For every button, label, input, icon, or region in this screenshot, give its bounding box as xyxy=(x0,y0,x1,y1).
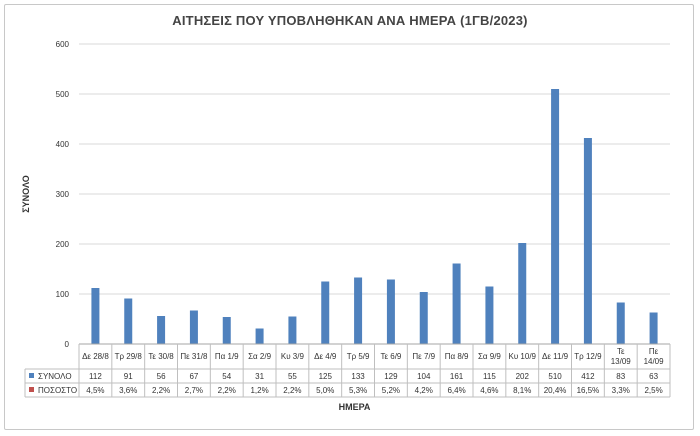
data-label: 5,3% xyxy=(349,386,367,395)
legend-swatch xyxy=(29,373,34,378)
data-label: 2,2% xyxy=(283,386,301,395)
data-label: 112 xyxy=(89,372,102,381)
x-tick-label: Δε 11/9 xyxy=(542,352,569,361)
y-tick-label: 600 xyxy=(56,40,70,49)
x-tick-label: Πα 8/9 xyxy=(445,352,469,361)
data-label: 63 xyxy=(649,372,658,381)
data-label: 115 xyxy=(483,372,496,381)
x-tick-label: Κυ 10/9 xyxy=(508,352,536,361)
x-tick-label: Τρ 5/9 xyxy=(347,352,370,361)
bar xyxy=(288,316,297,344)
x-tick-label: Κυ 3/9 xyxy=(281,352,305,361)
x-axis-label: ΗΜΕΡΑ xyxy=(339,402,371,412)
chart-frame xyxy=(4,4,694,430)
data-label: 67 xyxy=(189,372,198,381)
data-label: 6,4% xyxy=(447,386,465,395)
bar xyxy=(419,292,428,344)
data-label: 161 xyxy=(450,372,464,381)
data-label: 8,1% xyxy=(513,386,531,395)
legend-swatch xyxy=(29,387,34,392)
data-label: 4,2% xyxy=(415,386,433,395)
bar xyxy=(518,243,527,344)
bar xyxy=(485,286,494,344)
bar xyxy=(616,302,625,344)
bar xyxy=(321,281,330,344)
x-tick-label: Πε 7/9 xyxy=(412,352,435,361)
data-label: 3,6% xyxy=(119,386,137,395)
data-label: 202 xyxy=(516,372,530,381)
bar xyxy=(583,138,592,344)
x-tick-label: Τε 30/8 xyxy=(148,352,174,361)
x-tick-label: Τρ 12/9 xyxy=(574,352,602,361)
data-label: 104 xyxy=(417,372,431,381)
legend-label: ΠΟΣΟΣΤΟ xyxy=(38,386,77,395)
bar xyxy=(452,263,461,344)
data-label: 2,2% xyxy=(152,386,170,395)
chart-title: ΑΙΤΗΣΕΙΣ ΠΟΥ ΥΠΟΒΛΗΘΗΚΑΝ ΑΝΑ ΗΜΕΡΑ (1ΓΒ/… xyxy=(172,13,528,28)
x-tick-label: Πε xyxy=(649,347,659,356)
y-tick-label: 500 xyxy=(56,90,70,99)
bar xyxy=(157,316,166,344)
x-tick-label: Τρ 29/8 xyxy=(115,352,143,361)
x-tick-label: Σα 9/9 xyxy=(478,352,501,361)
data-label: 5,0% xyxy=(316,386,334,395)
data-label: 1,2% xyxy=(250,386,268,395)
data-label: 31 xyxy=(255,372,264,381)
data-label: 510 xyxy=(548,372,562,381)
data-label: 91 xyxy=(124,372,133,381)
x-tick-label: Πα 1/9 xyxy=(215,352,239,361)
data-label: 56 xyxy=(157,372,166,381)
data-label: 125 xyxy=(319,372,333,381)
x-tick-label: 14/09 xyxy=(644,357,665,366)
bar xyxy=(222,317,231,344)
y-tick-label: 400 xyxy=(56,140,70,149)
data-label: 16,5% xyxy=(577,386,600,395)
data-label: 4,6% xyxy=(480,386,498,395)
data-label: 4,5% xyxy=(86,386,104,395)
bar xyxy=(354,277,363,344)
bar xyxy=(255,328,264,344)
bar xyxy=(189,310,198,344)
data-label: 55 xyxy=(288,372,297,381)
x-tick-label: Δε 4/9 xyxy=(314,352,337,361)
data-label: 2,2% xyxy=(218,386,236,395)
x-tick-label: 13/09 xyxy=(611,357,632,366)
bar xyxy=(91,288,100,344)
bar xyxy=(649,312,658,344)
data-label: 5,2% xyxy=(382,386,400,395)
x-tick-label: Δε 28/8 xyxy=(82,352,109,361)
x-tick-label: Σα 2/9 xyxy=(248,352,271,361)
data-label: 83 xyxy=(616,372,625,381)
y-tick-label: 0 xyxy=(65,340,70,349)
x-tick-label: Τε xyxy=(617,347,625,356)
y-tick-label: 300 xyxy=(56,190,70,199)
data-label: 3,3% xyxy=(612,386,630,395)
x-tick-label: Πε 31/8 xyxy=(180,352,208,361)
data-label: 20,4% xyxy=(544,386,567,395)
x-tick-label: Τε 6/9 xyxy=(380,352,401,361)
y-axis-label: ΣΥΝΟΛΟ xyxy=(21,175,31,212)
data-label: 2,5% xyxy=(644,386,662,395)
data-label: 133 xyxy=(351,372,365,381)
bar xyxy=(551,89,560,344)
y-tick-label: 200 xyxy=(56,240,70,249)
legend-label: ΣΥΝΟΛΟ xyxy=(38,372,72,381)
data-label: 412 xyxy=(581,372,595,381)
bar xyxy=(124,298,133,344)
data-label: 2,7% xyxy=(185,386,203,395)
bar xyxy=(386,279,395,344)
y-tick-label: 100 xyxy=(56,290,70,299)
data-label: 129 xyxy=(384,372,398,381)
data-label: 54 xyxy=(222,372,231,381)
